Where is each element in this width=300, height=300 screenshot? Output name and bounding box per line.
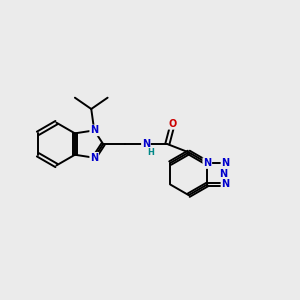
Text: N: N (221, 158, 230, 168)
Text: N: N (203, 158, 211, 168)
Text: N: N (221, 179, 230, 190)
Text: N: N (220, 169, 228, 179)
Text: N: N (90, 153, 98, 163)
Text: H: H (148, 148, 154, 157)
Text: N: N (90, 125, 98, 135)
Text: N: N (142, 139, 150, 149)
Text: O: O (169, 119, 177, 129)
